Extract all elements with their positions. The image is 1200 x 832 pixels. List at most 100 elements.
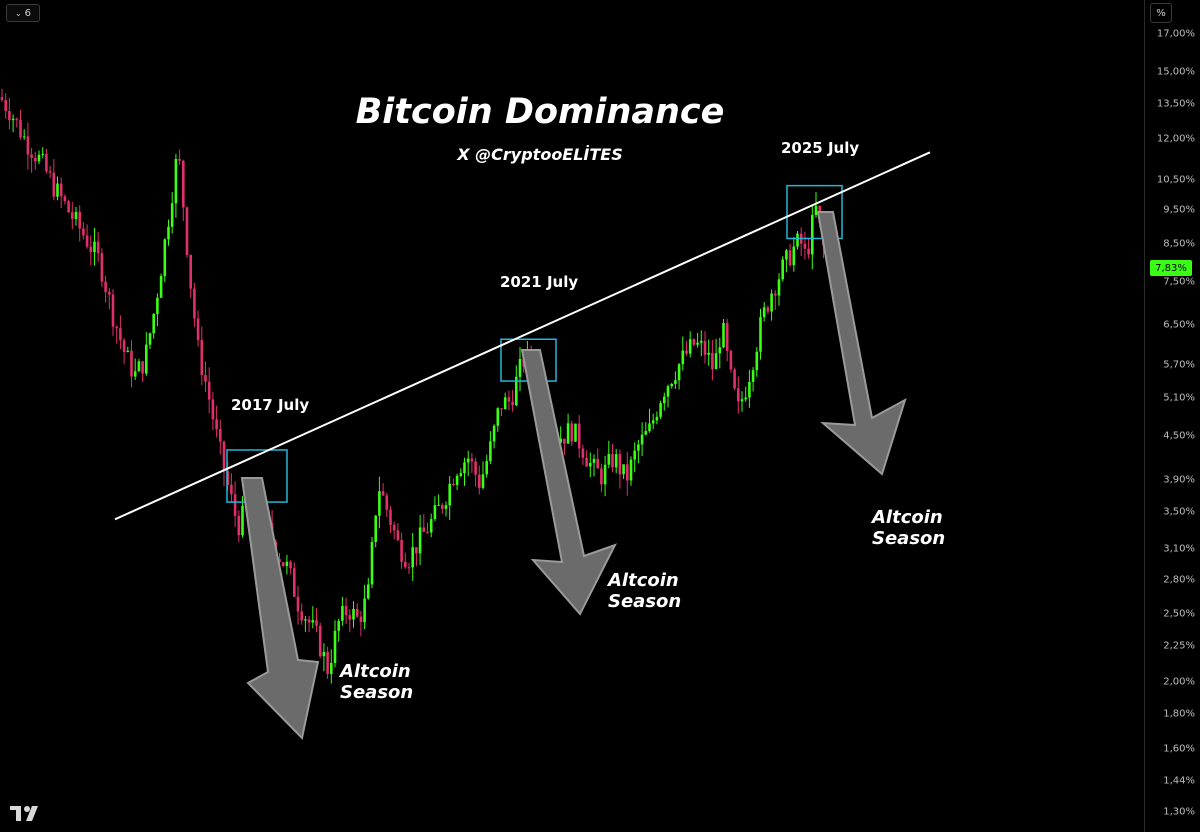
candle-body (130, 350, 133, 377)
candle-body (396, 530, 400, 540)
candle-body (733, 369, 736, 389)
candle-body (481, 474, 485, 488)
candle-body (159, 275, 163, 298)
candle-body (714, 353, 718, 370)
candle-body (41, 153, 44, 155)
tradingview-logo-icon[interactable] (10, 803, 44, 823)
candle-body (196, 318, 200, 340)
candle-body (237, 515, 241, 536)
down-arrow-icon (520, 349, 618, 616)
candle-body (441, 504, 444, 509)
candle-body (725, 322, 729, 351)
candle-body (648, 423, 651, 432)
candle-body (15, 118, 19, 120)
candle-body (407, 567, 411, 569)
candle-body (485, 461, 488, 475)
candle-body (737, 388, 740, 402)
candle-body (285, 561, 289, 566)
candle-body (304, 619, 307, 621)
candle-body (89, 246, 93, 253)
candle-body (633, 450, 636, 460)
candle-body (289, 561, 292, 569)
candle-body (744, 397, 747, 400)
candle-body (433, 505, 437, 520)
candle-body (26, 136, 30, 155)
candle-body (566, 423, 570, 444)
candle-body (589, 462, 592, 467)
candle-body (404, 561, 407, 568)
candle-body (34, 157, 37, 162)
candle-body (63, 196, 67, 202)
candle-body (415, 547, 418, 554)
candle-body (104, 281, 107, 293)
candle-body (729, 350, 733, 370)
candle-body (48, 171, 52, 173)
candle-body (185, 207, 189, 255)
candle-body (781, 259, 784, 280)
price-axis-tick: 12,00% (1156, 133, 1195, 145)
candle-body (296, 596, 300, 612)
candle-body (585, 457, 588, 467)
price-axis-tick: 8,50% (1163, 238, 1195, 250)
candle-body (170, 203, 174, 227)
candle-body (574, 423, 577, 442)
candle-body (0, 97, 4, 101)
candle-body (4, 100, 7, 112)
candle-body (751, 370, 755, 382)
candle-body (215, 419, 218, 430)
candle-body (389, 509, 392, 525)
candle-body (378, 491, 381, 516)
candle-body (663, 396, 666, 404)
candle-body (400, 539, 403, 562)
down-arrow-icon (240, 477, 320, 741)
candle-body (429, 519, 433, 533)
candle-body (474, 461, 477, 475)
interval-selector[interactable]: ⌄ 6 (6, 4, 40, 22)
altcoin-season-line1: Altcoin (340, 661, 411, 682)
chart-subtitle: X @CryptooELİTES (457, 145, 623, 164)
candle-body (352, 608, 355, 620)
candle-body (163, 239, 167, 276)
candle-body (71, 212, 74, 220)
altcoin-season-line2: Season (872, 528, 946, 549)
candle-body (755, 351, 759, 371)
candle-body (52, 172, 56, 197)
candle-body (681, 350, 685, 365)
candle-body (455, 475, 459, 486)
candle-body (466, 458, 470, 463)
price-axis-tick: 7,50% (1163, 276, 1195, 288)
price-axis-tick: 1,30% (1163, 806, 1195, 818)
price-axis-tick: 5,70% (1163, 359, 1195, 371)
price-axis-tick: 2,25% (1163, 640, 1195, 652)
candle-body (626, 464, 629, 481)
candle-body (385, 495, 389, 510)
price-axis[interactable]: 17,00% 15,00% 13,50% 12,00% 10,50% 9,50% 8,50%… (1144, 0, 1200, 832)
candle-body (600, 468, 603, 485)
candle-body (74, 211, 78, 220)
candle-body (278, 558, 281, 563)
percent-scale-toggle[interactable]: % (1150, 3, 1172, 23)
candle-body (788, 250, 792, 266)
down-arrow-icon (816, 211, 907, 476)
candle-body (596, 458, 599, 469)
candle-body (59, 183, 63, 197)
candle-body (452, 483, 455, 486)
candle-body (348, 615, 352, 620)
price-axis-tick: 2,80% (1163, 574, 1195, 586)
candle-body (156, 297, 159, 314)
candle-body (581, 448, 585, 458)
candlestick-series (0, 88, 829, 684)
candle-body (19, 119, 22, 138)
candle-body (607, 454, 611, 465)
price-axis-tick: 4,50% (1163, 430, 1195, 442)
price-axis-tick: 3,90% (1163, 474, 1195, 486)
current-price-badge: 7,83% (1150, 260, 1192, 276)
candle-body (770, 293, 773, 312)
candle-body (448, 483, 451, 506)
candle-body (637, 444, 640, 451)
candle-body (281, 562, 285, 566)
candle-body (696, 342, 699, 345)
chart-title: Bitcoin Dominance (355, 92, 725, 132)
candle-body (785, 250, 788, 260)
